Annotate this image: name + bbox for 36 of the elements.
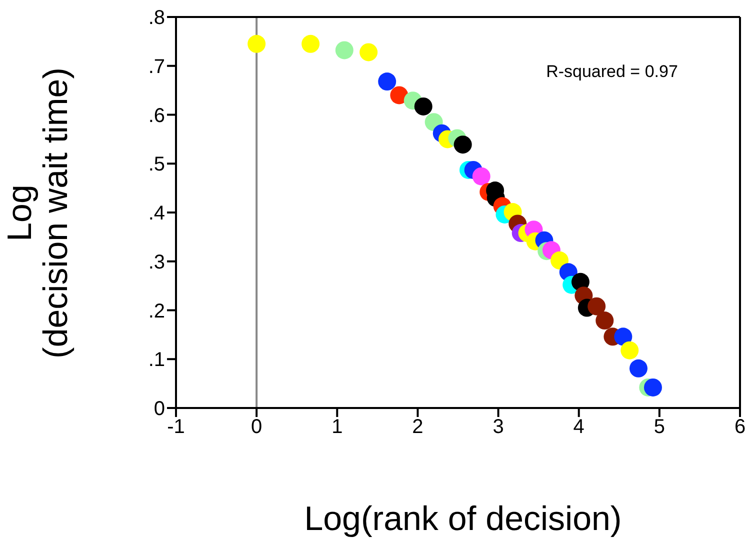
x-tick-label: -1 (167, 416, 185, 438)
y-tick-label: .3 (148, 251, 165, 274)
x-axis-title: Log(rank of decision) (304, 500, 622, 538)
point (390, 86, 408, 104)
x-tick-label: 5 (654, 416, 665, 438)
y-tick-label: .8 (148, 7, 165, 30)
x-tick-label: 3 (492, 416, 504, 438)
point (596, 312, 614, 330)
y-tick-label: .5 (148, 154, 165, 176)
x-tick-label: 4 (573, 416, 584, 438)
point (335, 41, 354, 60)
point (302, 34, 320, 53)
point (614, 328, 632, 346)
point (588, 297, 606, 316)
point (472, 167, 490, 186)
x-tick-label: 1 (332, 416, 343, 438)
point (454, 136, 472, 154)
point (414, 97, 432, 116)
point (550, 251, 569, 270)
x-tick-label: 6 (734, 416, 746, 438)
y-tick-label: .1 (148, 349, 165, 372)
point (248, 34, 266, 53)
annotation: R-squared = 0.97 (546, 62, 678, 81)
x-tick-label: 2 (412, 416, 424, 438)
y-tick-label: 0 (154, 398, 165, 420)
point (644, 378, 662, 396)
point (620, 341, 639, 360)
y-tick-label: .2 (148, 300, 165, 322)
point (378, 72, 396, 91)
y-tick-label: .7 (148, 56, 165, 78)
y-tick-label: .4 (148, 202, 165, 225)
y-axis-title: Log (decision wait time) (1, 68, 75, 358)
point (360, 43, 378, 62)
point (629, 359, 648, 378)
y-tick-label: .6 (148, 104, 165, 127)
x-tick-label: 0 (251, 416, 262, 438)
